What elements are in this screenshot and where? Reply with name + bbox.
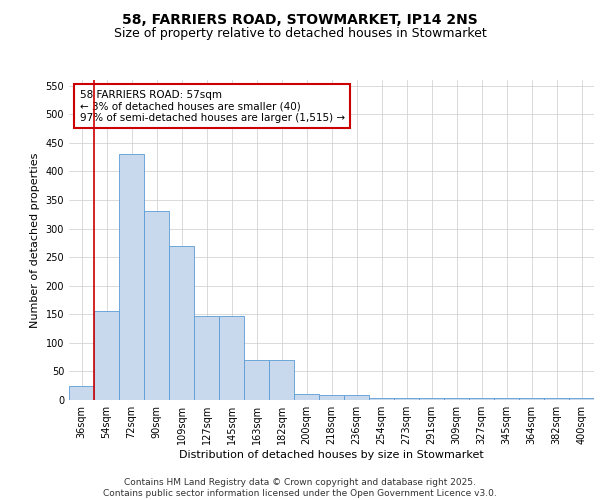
- Bar: [119, 154, 144, 400]
- Bar: [94, 312, 119, 400]
- Y-axis label: Number of detached properties: Number of detached properties: [30, 152, 40, 328]
- Bar: [469, 398, 494, 400]
- Bar: [369, 398, 394, 400]
- Text: 58, FARRIERS ROAD, STOWMARKET, IP14 2NS: 58, FARRIERS ROAD, STOWMARKET, IP14 2NS: [122, 12, 478, 26]
- Bar: [244, 360, 269, 400]
- Bar: [394, 398, 419, 400]
- Bar: [569, 398, 594, 400]
- Bar: [544, 398, 569, 400]
- Text: Size of property relative to detached houses in Stowmarket: Size of property relative to detached ho…: [113, 28, 487, 40]
- Bar: [344, 395, 369, 400]
- Text: 58 FARRIERS ROAD: 57sqm
← 3% of detached houses are smaller (40)
97% of semi-det: 58 FARRIERS ROAD: 57sqm ← 3% of detached…: [79, 90, 344, 123]
- Bar: [169, 246, 194, 400]
- Bar: [219, 316, 244, 400]
- Bar: [319, 395, 344, 400]
- Bar: [69, 386, 94, 400]
- Bar: [294, 394, 319, 400]
- Bar: [194, 316, 219, 400]
- Bar: [269, 360, 294, 400]
- X-axis label: Distribution of detached houses by size in Stowmarket: Distribution of detached houses by size …: [179, 450, 484, 460]
- Bar: [419, 398, 444, 400]
- Text: Contains HM Land Registry data © Crown copyright and database right 2025.
Contai: Contains HM Land Registry data © Crown c…: [103, 478, 497, 498]
- Bar: [144, 212, 169, 400]
- Bar: [494, 398, 519, 400]
- Bar: [519, 398, 544, 400]
- Bar: [444, 398, 469, 400]
